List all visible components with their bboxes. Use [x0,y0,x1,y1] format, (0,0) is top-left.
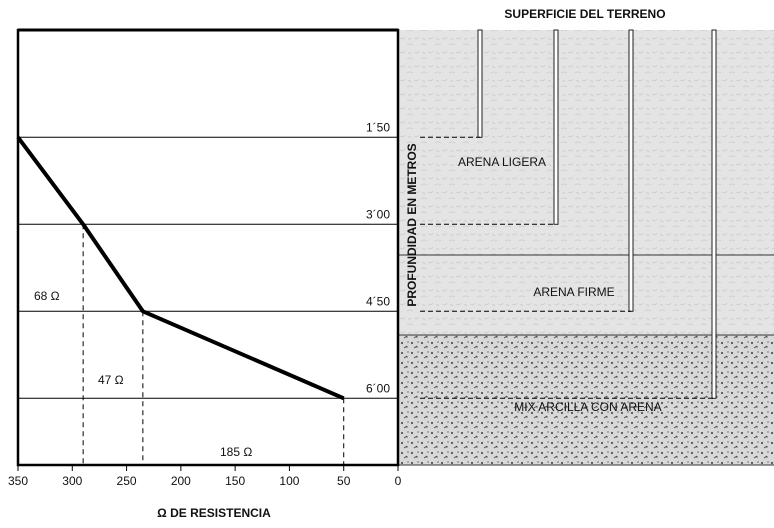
soil-clay [398,335,774,465]
y-tick-label: 1´50 [366,120,390,134]
electrode [628,29,634,312]
annotation: MIX ARCILLA CON ARENA [514,400,661,414]
x-axis-label: Ω DE RESISTENCIA [157,506,271,520]
electrode [477,29,483,138]
annotation: SUPERFICIE DEL TERRENO [504,7,665,21]
x-tick-label: 350 [8,474,28,488]
y-tick-label: 3´00 [366,207,390,221]
x-tick-label: 250 [117,474,137,488]
x-tick-label: 150 [225,474,245,488]
plot-layer [16,136,398,465]
annotation: ARENA LIGERA [458,155,546,169]
annotation: 185 Ω [220,445,252,459]
line-series [16,136,345,401]
soil-sand [398,30,774,335]
plot-frame [16,28,400,467]
x-tick-label: 200 [171,474,191,488]
annotation: ARENA FIRME [533,285,614,299]
y-axis-label: PROFUNDIDAD EN METROS [405,143,419,306]
x-tick-label: 0 [395,474,402,488]
electrode [553,29,559,225]
x-tick-label: 300 [62,474,82,488]
annotation: 47 Ω [98,373,124,387]
annotation: 68 Ω [34,289,60,303]
x-tick-label: 50 [337,474,351,488]
electrode [711,29,717,399]
x-tick-label: 100 [279,474,299,488]
y-tick-label: 4´50 [366,294,390,308]
y-tick-label: 6´00 [366,381,390,395]
